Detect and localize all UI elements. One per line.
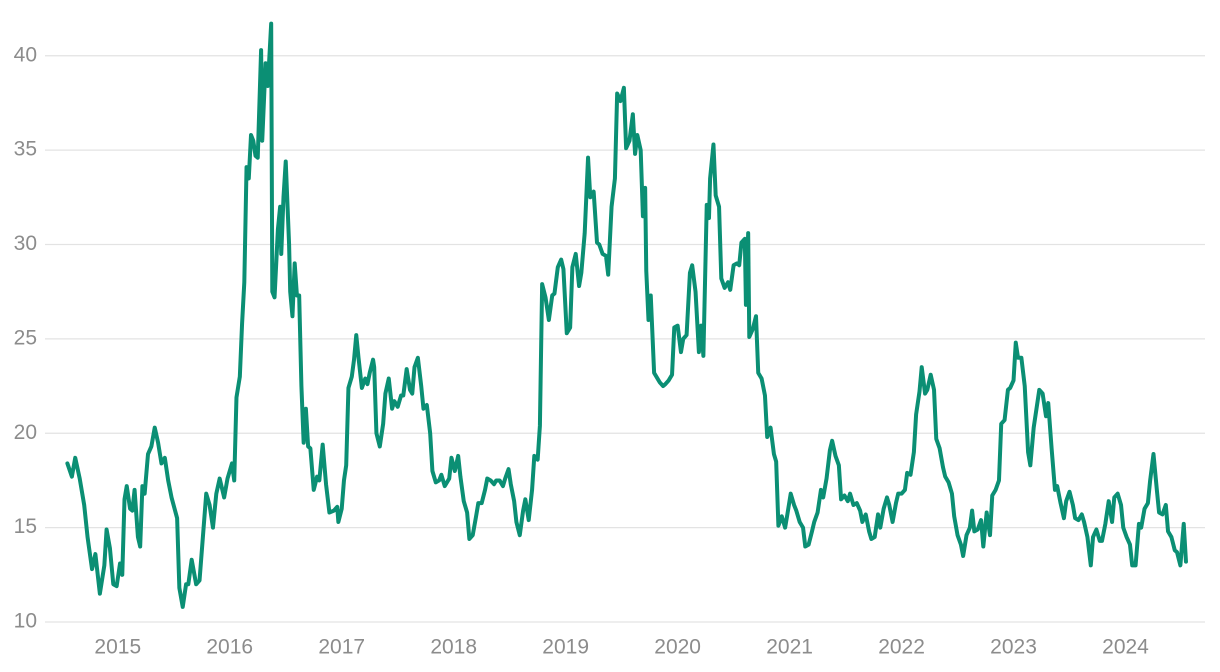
- x-tick-label: 2024: [1102, 636, 1149, 659]
- x-tick-label: 2020: [654, 636, 701, 659]
- y-tick-label: 35: [14, 138, 37, 161]
- x-tick-label: 2018: [430, 636, 477, 659]
- x-tick-label: 2016: [206, 636, 253, 659]
- x-tick-label: 2023: [990, 636, 1037, 659]
- y-tick-label: 10: [14, 610, 37, 633]
- x-tick-label: 2015: [94, 636, 141, 659]
- line: [65, 21, 1188, 609]
- x-tick-label: 2019: [542, 636, 589, 659]
- x-tick-label: 2017: [318, 636, 365, 659]
- x-tick-label: 2021: [766, 636, 813, 659]
- y-tick-label: 25: [14, 326, 37, 349]
- y-tick-label: 30: [14, 232, 37, 255]
- x-tick-label: 2022: [878, 636, 925, 659]
- y-tick-label: 40: [14, 43, 37, 66]
- y-tick-label: 15: [14, 515, 37, 538]
- y-tick-label: 20: [14, 421, 37, 444]
